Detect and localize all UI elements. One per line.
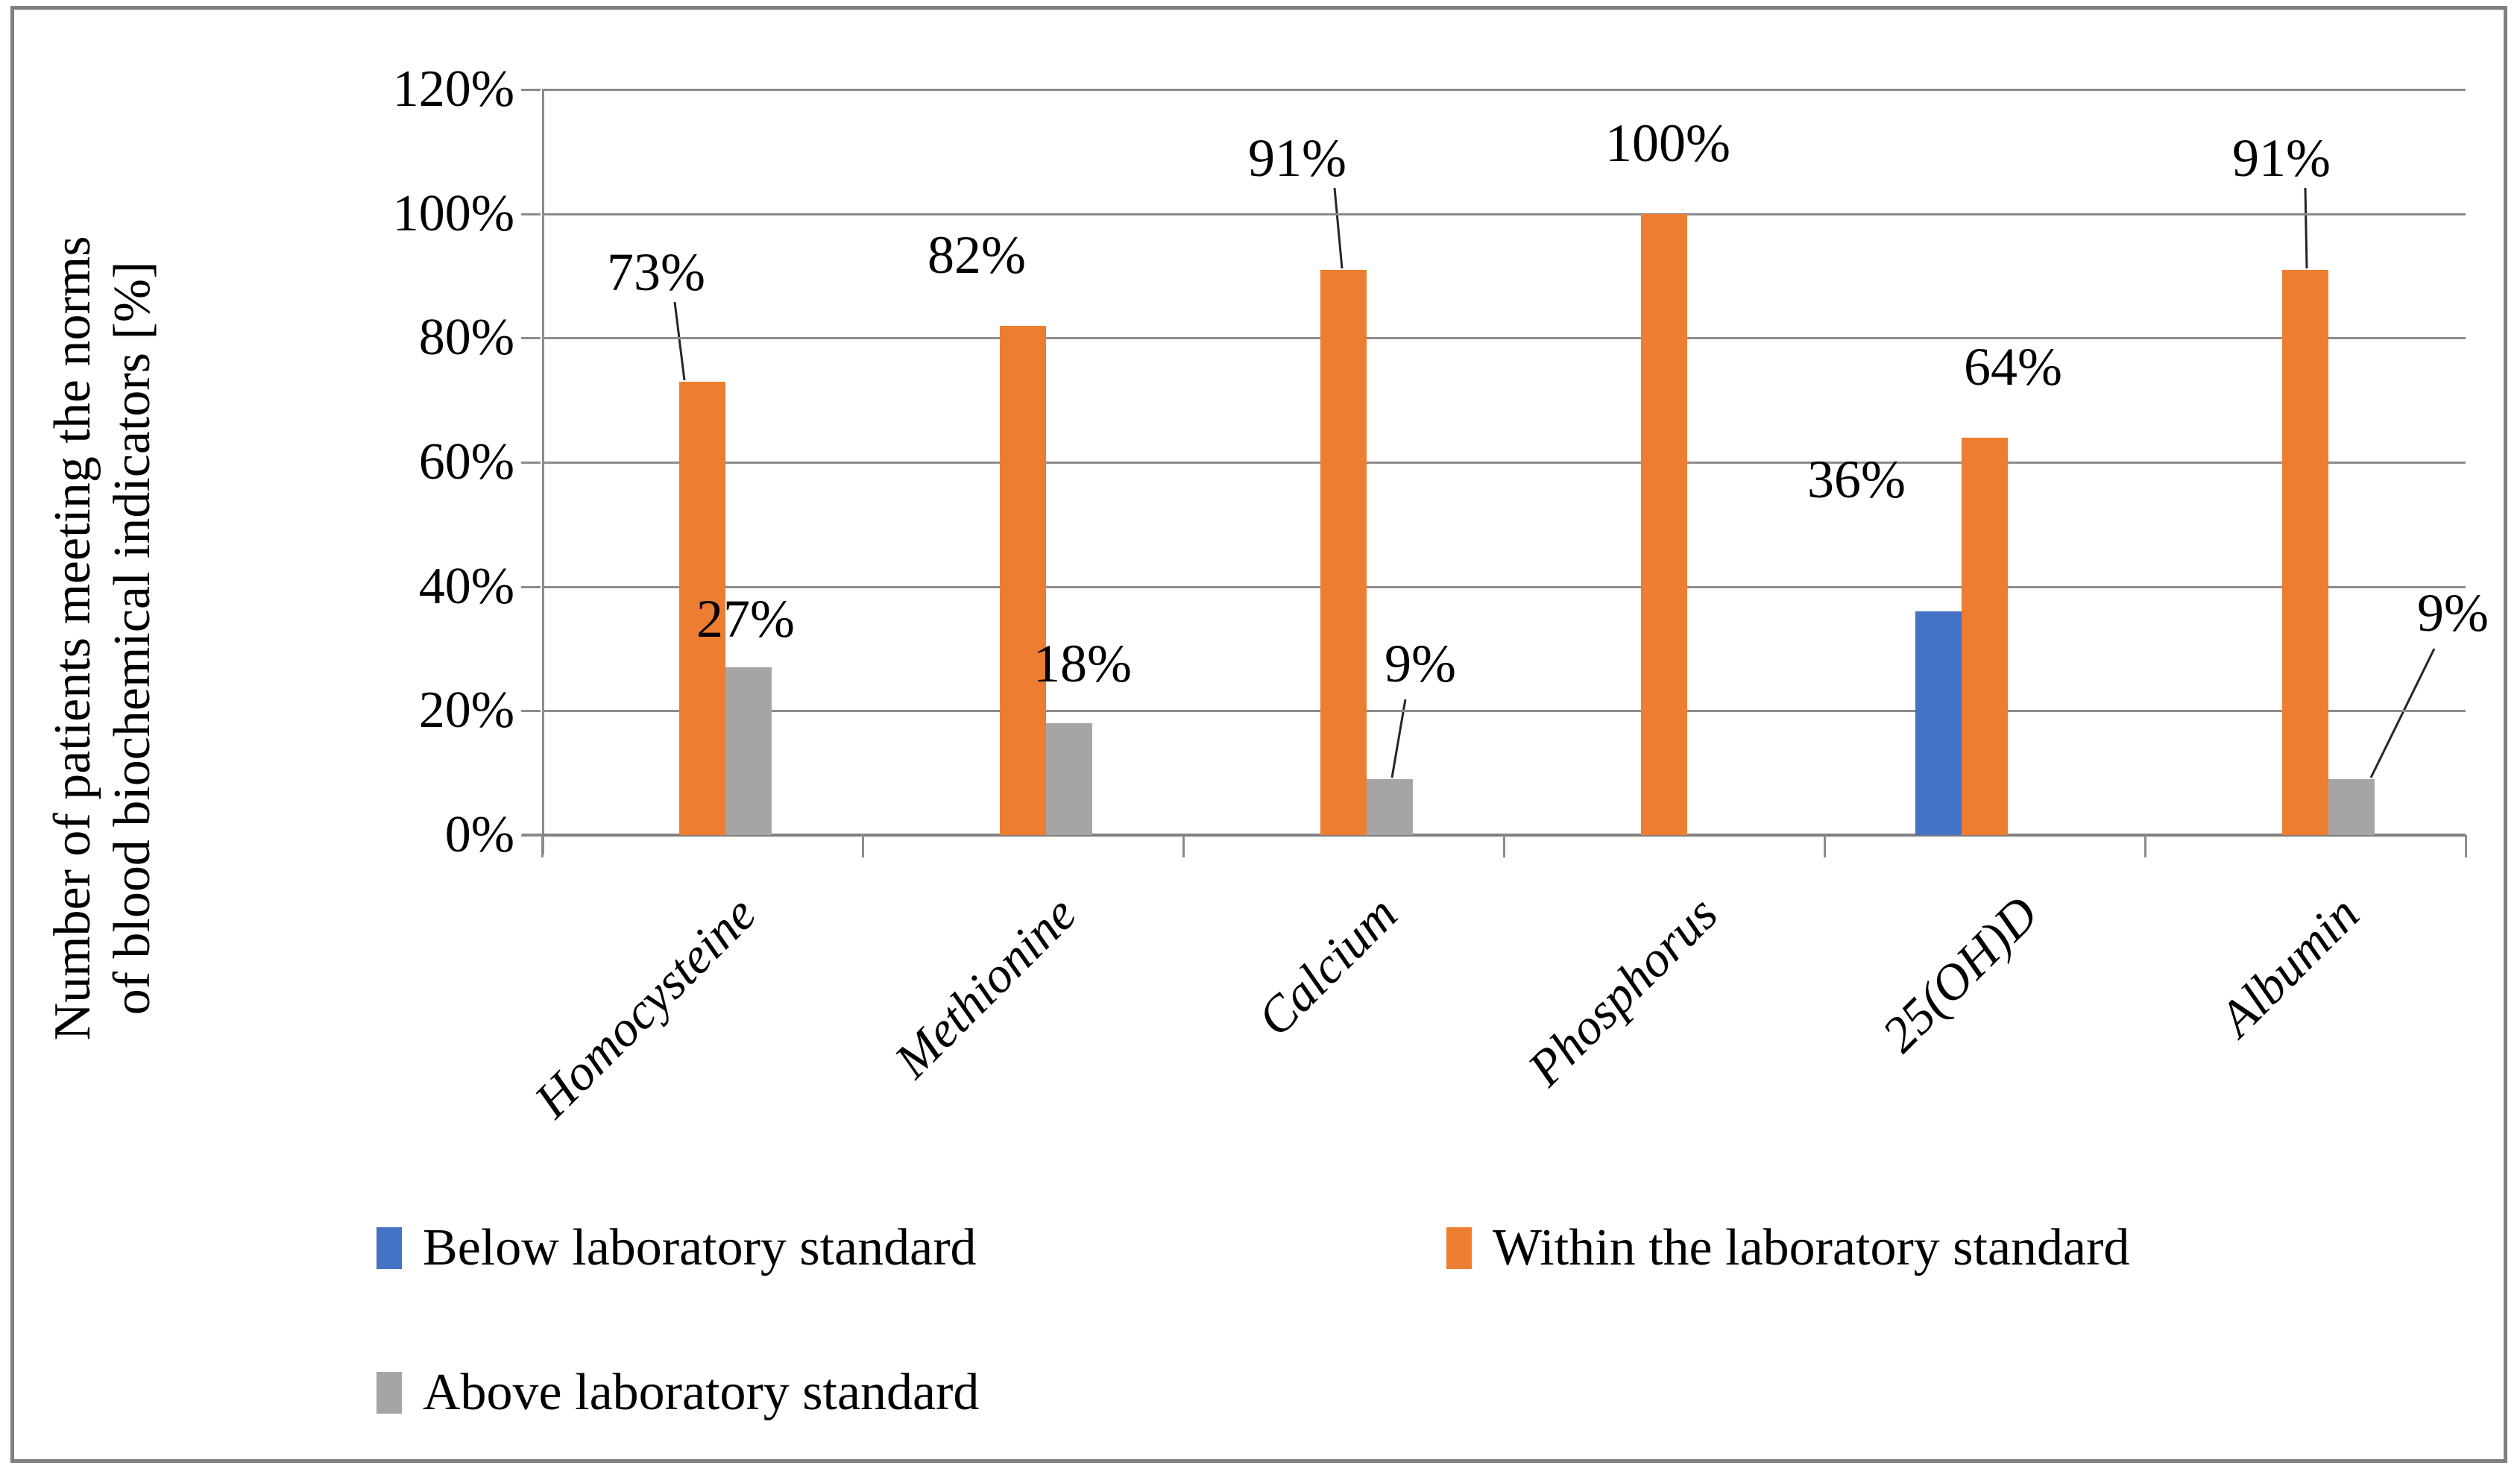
y-axis-tick-label: 40%	[418, 557, 514, 615]
x-axis-tick-mark	[1182, 835, 1185, 857]
legend-swatch-above	[377, 1372, 402, 1414]
bar-albumin-within	[2282, 270, 2328, 835]
gridline	[542, 89, 2466, 91]
gridline	[542, 462, 2466, 464]
legend-item-within: Within the laboratory standard	[1446, 1212, 2129, 1284]
bar-25ohd-below	[1915, 611, 1962, 835]
label-leader-line	[2304, 187, 2308, 269]
legend-label: Within the laboratory standard	[1493, 1219, 2130, 1276]
bar-calcium-within	[1320, 270, 1367, 835]
y-axis-tick-label: 80%	[418, 309, 514, 367]
value-label: 100%	[1605, 113, 1730, 173]
y-axis-tick-mark	[521, 337, 541, 340]
y-axis-tick-label: 60%	[418, 433, 514, 491]
value-label: 82%	[927, 225, 1026, 285]
bar-homocysteine-within	[679, 382, 725, 835]
value-label: 9%	[1385, 634, 1456, 693]
legend-label: Above laboratory standard	[423, 1364, 980, 1421]
label-leader-line	[1333, 187, 1344, 269]
legend-item-below: Below laboratory standard	[377, 1212, 977, 1284]
bar-methionine-above	[1046, 723, 1092, 835]
x-axis-tick-mark	[541, 835, 544, 857]
value-label: 64%	[1964, 337, 2062, 397]
legend-swatch-within	[1446, 1227, 1472, 1269]
gridline	[542, 585, 2466, 588]
label-leader-line	[2369, 648, 2436, 778]
y-axis-tick-mark	[521, 462, 541, 464]
gridline	[542, 710, 2466, 713]
y-axis-tick-label: 0%	[444, 806, 514, 863]
y-axis-title-line1: Number of patients meeting the norms	[44, 236, 102, 1041]
gridline	[542, 212, 2466, 215]
legend-item-above: Above laboratory standard	[377, 1357, 979, 1429]
y-axis-tick-label: 100%	[392, 184, 514, 242]
y-axis-line	[542, 89, 544, 854]
value-label: 91%	[1248, 128, 1346, 188]
legend-label: Below laboratory standard	[423, 1219, 977, 1276]
y-axis-tick-mark	[521, 834, 541, 837]
bar-calcium-above	[1367, 779, 1413, 835]
x-axis-tick-mark	[1824, 835, 1826, 857]
y-axis-tick-mark	[521, 710, 541, 713]
gridline	[542, 337, 2466, 340]
y-axis-tick-mark	[521, 212, 541, 215]
bar-albumin-above	[2328, 779, 2375, 835]
value-label: 91%	[2232, 128, 2331, 188]
x-axis-line	[522, 834, 2466, 837]
value-label: 73%	[607, 242, 705, 302]
value-label: 36%	[1807, 450, 1906, 509]
x-axis-tick-mark	[862, 835, 864, 857]
plot-area: 73% 27% 82% 18% 91% 9% 100% 36% 64% 91% 9%	[522, 89, 2489, 837]
bar-25ohd-within	[1962, 438, 2008, 835]
y-axis-tick-mark	[521, 585, 541, 588]
x-axis-tick-mark	[1503, 835, 1505, 857]
bar-homocysteine-above	[725, 667, 772, 835]
y-axis-tick-label: 20%	[418, 681, 514, 740]
bar-methionine-within	[1000, 326, 1046, 835]
y-axis-tick-mark	[521, 89, 541, 91]
value-label: 18%	[1033, 634, 1132, 693]
bar-phosphorus-within	[1641, 214, 1687, 835]
y-axis-title-line2: of blood biochemical indicators [%]	[104, 261, 161, 1016]
y-axis-title: Number of patients meeting the norms of …	[43, 105, 163, 1171]
value-label: 27%	[696, 589, 795, 649]
figure-border-frame	[10, 6, 2507, 1463]
x-axis-tick-mark	[2465, 835, 2467, 857]
y-axis-tick-label: 120%	[392, 60, 514, 118]
legend-swatch-below	[377, 1227, 402, 1269]
label-leader-line	[673, 301, 686, 381]
value-label: 9%	[2417, 583, 2489, 643]
x-axis-tick-mark	[2144, 835, 2146, 857]
